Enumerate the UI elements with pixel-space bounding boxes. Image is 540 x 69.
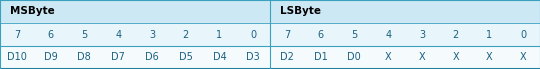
Bar [0, 23, 540, 46]
Text: 6: 6 [318, 30, 323, 39]
Text: D7: D7 [111, 53, 125, 63]
Text: X: X [418, 53, 425, 63]
Text: D4: D4 [213, 53, 226, 63]
Text: 2: 2 [183, 30, 189, 39]
Text: 1: 1 [217, 30, 222, 39]
Text: 7: 7 [14, 30, 20, 39]
Text: 0: 0 [520, 30, 526, 39]
Text: 5: 5 [81, 30, 87, 39]
Text: X: X [486, 53, 492, 63]
Text: 4: 4 [115, 30, 121, 39]
Bar [0, 46, 540, 69]
Text: 1: 1 [487, 30, 492, 39]
Text: D6: D6 [145, 53, 159, 63]
Text: D3: D3 [246, 53, 260, 63]
Text: 3: 3 [149, 30, 155, 39]
Text: 3: 3 [419, 30, 425, 39]
Text: 4: 4 [385, 30, 391, 39]
Text: X: X [520, 53, 526, 63]
Text: X: X [385, 53, 392, 63]
Text: D2: D2 [280, 53, 294, 63]
Text: X: X [453, 53, 459, 63]
Text: LSByte: LSByte [280, 6, 321, 16]
Text: D0: D0 [348, 53, 361, 63]
Text: 6: 6 [48, 30, 53, 39]
Text: D10: D10 [7, 53, 27, 63]
Text: 7: 7 [284, 30, 290, 39]
Text: D9: D9 [44, 53, 57, 63]
Text: D1: D1 [314, 53, 327, 63]
Text: D8: D8 [78, 53, 91, 63]
Text: 0: 0 [250, 30, 256, 39]
Text: D5: D5 [179, 53, 193, 63]
Text: MSByte: MSByte [10, 6, 55, 16]
Bar [0, 0, 540, 23]
Text: 2: 2 [453, 30, 459, 39]
Text: 5: 5 [351, 30, 357, 39]
